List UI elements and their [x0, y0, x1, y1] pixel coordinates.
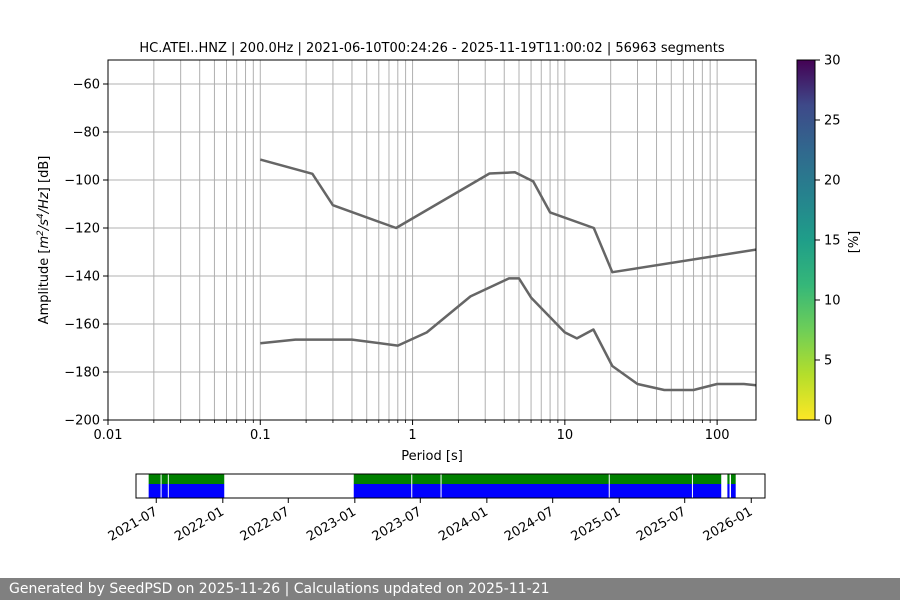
- x-axis-label: Period [s]: [401, 449, 463, 464]
- timeline-tick-label: 2022-01: [172, 504, 227, 544]
- x-axis-ticks: 0.01 0.1 1 10 100: [94, 420, 730, 443]
- timeline-segment-upper: [148, 474, 225, 484]
- ylabel-part: Amplitude [: [37, 249, 52, 325]
- y-tick-label: −140: [64, 270, 100, 285]
- noise-model-high: [259, 158, 756, 274]
- colorbar-ticks: 0 5 10 15 20 25 30: [815, 54, 841, 429]
- timeline-tick-label: 2025-07: [634, 504, 689, 544]
- timeline-segment-lower: [731, 484, 736, 498]
- y-tick-label: −120: [64, 222, 100, 237]
- footer-bar: Generated by SeedPSD on 2025-11-26 | Cal…: [0, 578, 900, 600]
- y-tick-label: −60: [73, 78, 100, 93]
- timeline-gap: [691, 474, 693, 498]
- x-tick-label: 10: [557, 428, 574, 443]
- timeline-gap: [160, 474, 162, 498]
- timeline-segment-upper: [727, 474, 730, 484]
- colorbar-tick-label: 5: [824, 354, 832, 369]
- ylabel-part: ] [dB]: [37, 156, 52, 193]
- ylabel-part: Hz: [37, 191, 52, 209]
- timeline-tick-label: 2025-01: [569, 504, 624, 544]
- timeline-frame: [135, 473, 766, 499]
- colorbar-label: [%]: [847, 231, 862, 254]
- colorbar-gradient: [796, 59, 816, 421]
- timeline-gap: [608, 474, 610, 498]
- data-availability-timeline: 2021-07 2022-01 2022-07 2023-01 2023-07 2024-…: [106, 473, 766, 545]
- timeline-segment-upper: [731, 474, 736, 484]
- y-tick-label: −100: [64, 174, 100, 189]
- timeline-segments: [148, 474, 736, 498]
- x-tick-label: 100: [705, 428, 730, 443]
- timeline-tick-label: 2024-07: [502, 504, 557, 544]
- timeline-tick-label: 2023-07: [370, 504, 425, 544]
- colorbar: 0 5 10 15 20 25 30 [%]: [796, 54, 862, 429]
- y-tick-label: −80: [73, 126, 100, 141]
- plot-background: [108, 60, 756, 420]
- timeline-gap: [440, 474, 442, 498]
- y-tick-label: −160: [64, 318, 100, 333]
- y-axis-ticks: −200 −180 −160 −140 −120 −100 −80 −60: [64, 78, 108, 429]
- y-tick-label: −200: [64, 414, 100, 429]
- y-tick-label: −180: [64, 366, 100, 381]
- colorbar-tick-label: 15: [824, 234, 841, 249]
- ylabel-part: /: [37, 224, 52, 231]
- plot-frame: [107, 59, 757, 421]
- timeline-segment-lower: [727, 484, 730, 498]
- x-tick-label: 1: [408, 428, 416, 443]
- ylabel-part: 2: [36, 230, 46, 236]
- colorbar-tick-label: 30: [824, 54, 841, 69]
- colorbar-tick-label: 25: [824, 114, 841, 129]
- timeline-gap: [167, 474, 169, 498]
- x-tick-label: 0.1: [250, 428, 271, 443]
- timeline-tick-label: 2024-01: [436, 504, 491, 544]
- timeline-segment-lower: [148, 484, 225, 498]
- ylabel-part: s: [37, 219, 52, 226]
- psd-plot: 0.01 0.1 1 10 100 −200 −180 −160 −140 −120 −100 −8…: [36, 59, 757, 464]
- chart-title: HC.ATEI..HNZ | 200.0Hz | 2021-06-10T00:2…: [139, 41, 724, 56]
- timeline-tick-label: 2022-07: [238, 504, 293, 544]
- noise-model-curves: [259, 158, 756, 392]
- ylabel-part: m: [37, 236, 52, 249]
- ylabel-part: /: [37, 207, 52, 214]
- timeline-gap: [411, 474, 413, 498]
- x-tick-label: 0.01: [94, 428, 123, 443]
- colorbar-tick-label: 10: [824, 294, 841, 309]
- y-axis-label: Amplitude [m2/s4/Hz] [dB]: [36, 156, 52, 325]
- ylabel-part: 4: [36, 213, 46, 219]
- timeline-tick-label: 2026-01: [701, 504, 756, 544]
- timeline-tick-label: 2021-07: [106, 504, 161, 544]
- timeline-tick-label: 2023-01: [304, 504, 359, 544]
- timeline-ticks: 2021-07 2022-01 2022-07 2023-01 2023-07 2024-…: [106, 498, 756, 545]
- psd-figure: HC.ATEI..HNZ | 200.0Hz | 2021-06-10T00:2…: [36, 41, 862, 545]
- noise-model-low: [260, 277, 756, 392]
- timeline-segment-upper: [353, 474, 722, 484]
- timeline-segment-lower: [353, 484, 722, 498]
- colorbar-tick-label: 20: [824, 174, 841, 189]
- colorbar-tick-label: 0: [824, 414, 832, 429]
